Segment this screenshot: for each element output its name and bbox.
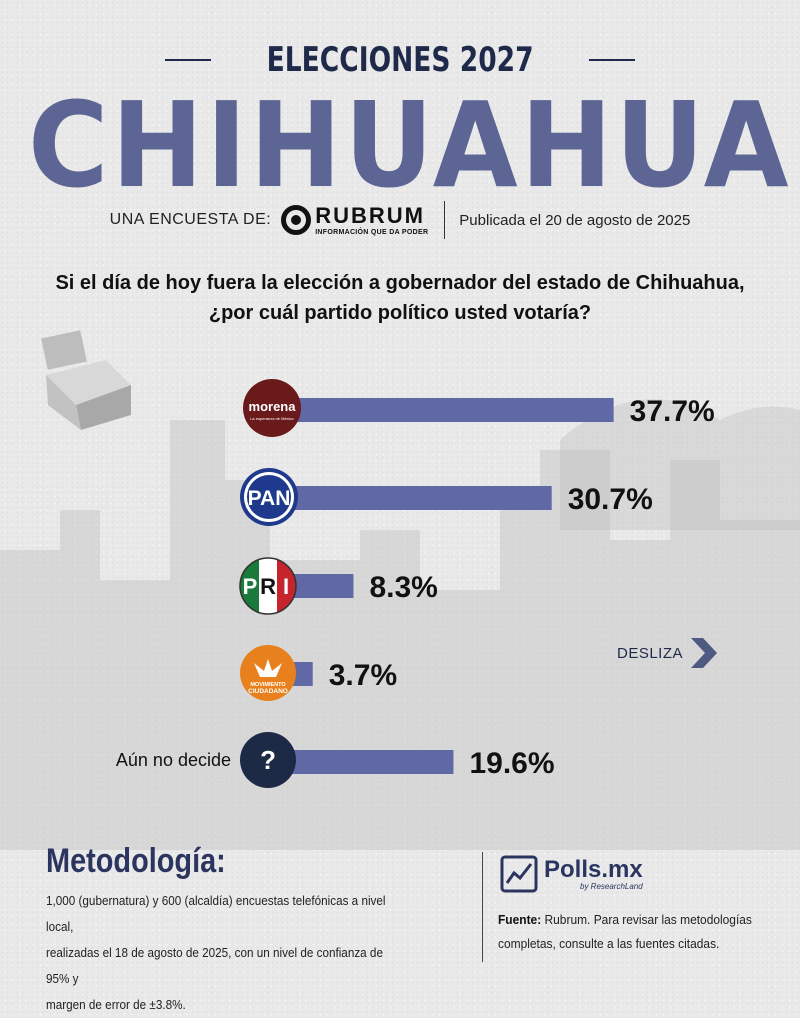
undecided-row-label: Aún no decide [116,750,231,770]
pri-letter-r: R [260,574,276,599]
methodology-line: margen de error de ±3.8%. [46,997,186,1012]
pri-logo-icon: P R I [239,557,297,615]
morena-logo-text: morena [249,399,297,414]
value-label-mc: 3.7% [329,659,397,692]
mc-logo-icon: MOVIMIENTO CIUDADANO [240,645,296,701]
subtitle-row: ELECCIONES 2027 [0,38,800,82]
pollster-tagline: INFORMACIÓN QUE DA PODER [315,228,429,236]
value-label-pri: 8.3% [369,571,437,604]
pan-logo-text: PAN [248,487,291,510]
rubrum-logo-icon [281,205,312,235]
value-label-pan: 30.7% [568,483,653,516]
polls-chart-icon [500,855,538,893]
city-skyline-background [0,399,800,850]
pollster-name: RUBRUM [315,202,425,228]
election-subtitle: ELECCIONES 2027 [266,40,534,80]
morena-logo-icon: morena La esperanza de México [243,379,301,437]
bar-undecided [280,750,454,774]
publish-date: Publicada el 20 de agosto de 2025 [459,211,691,229]
survey-by-label: UNA ENCUESTA DE: [109,211,272,228]
meta-divider [444,201,446,239]
source-note: Fuente: Rubrum. Para revisar las metodol… [498,908,756,956]
undecided-icon-glyph: ? [260,745,276,775]
brand-name: Polls.mx [544,855,643,883]
pan-logo-icon: PAN [240,468,298,526]
mc-logo-text-1: MOVIMIENTO [250,682,286,688]
methodology-title: Metodología: [46,842,226,880]
mc-logo-text-2: CIUDADANO [248,688,288,695]
vote-intention-chart: morena La esperanza de México PAN P R I … [116,379,715,788]
pri-letter-i: I [283,574,289,599]
subtitle-rule-right [589,59,636,61]
source-label: Fuente: [498,912,542,927]
morena-logo-tagline: La esperanza de México [250,416,294,421]
footer-divider [482,852,483,962]
value-label-undecided: 19.6% [469,747,554,780]
ballot-box-illustration [41,330,131,430]
pri-letter-p: P [243,574,258,599]
bar-morena [280,398,614,422]
swipe-label: DESLIZA [617,644,684,662]
chevron-right-icon [691,638,718,668]
value-label-morena: 37.7% [630,395,715,428]
survey-meta-row: UNA ENCUESTA DE: RUBRUM INFORMACIÓN QUE … [0,198,800,242]
methodology-line: realizadas el 18 de agosto de 2025, con … [46,945,383,986]
survey-question: Si el día de hoy fuera la elección a gob… [55,272,745,324]
swipe-next-button[interactable]: DESLIZA [617,638,718,668]
methodology-text: 1,000 (gubernatura) y 600 (alcaldía) enc… [46,888,406,1018]
state-title: CHIHUAHUA [28,76,792,214]
rubrum-logo: RUBRUM INFORMACIÓN QUE DA PODER [315,202,429,236]
bar-pan [280,486,552,510]
polls-mx-logo: Polls.mx by ResearchLand [500,855,643,893]
methodology-line: 1,000 (gubernatura) y 600 (alcaldía) enc… [46,893,386,934]
brand-sub: by ResearchLand [580,881,643,891]
question-mark-icon: ? [240,732,296,788]
subtitle-rule-left [164,59,211,61]
source-text: Rubrum. Para revisar las metodologías co… [498,912,752,951]
